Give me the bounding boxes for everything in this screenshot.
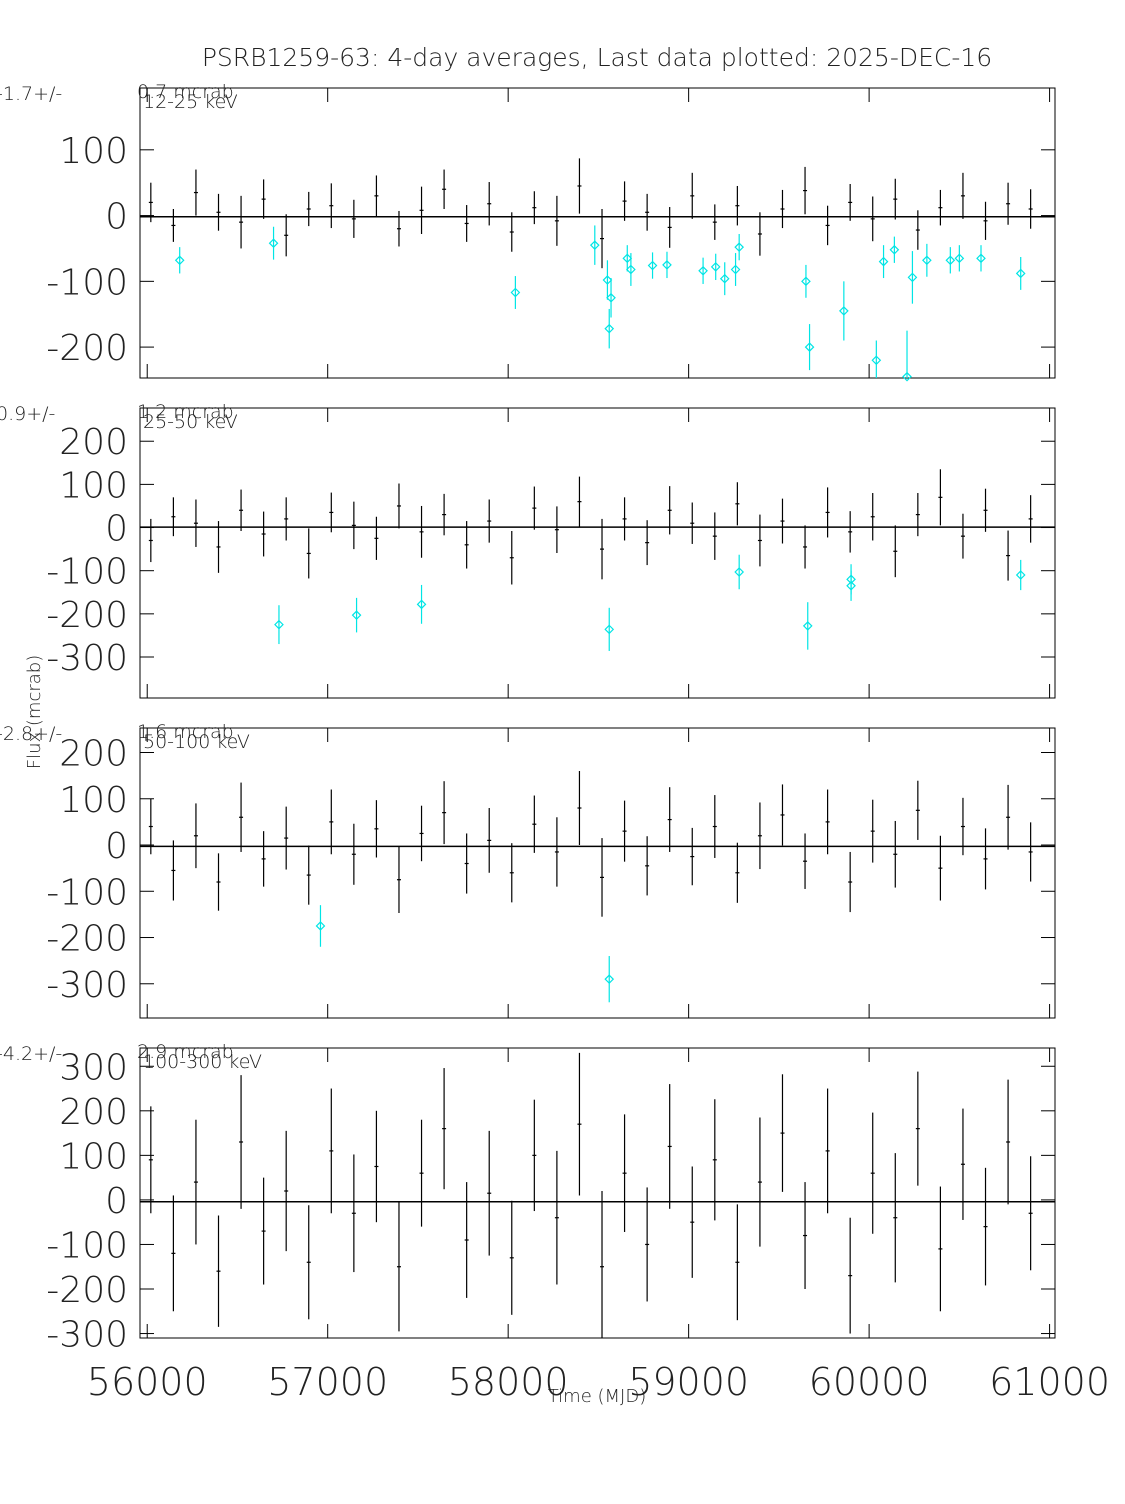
y-tick-label: -300: [46, 638, 128, 679]
y-tick-label: 0: [105, 1181, 128, 1222]
data-point: [907, 272, 918, 283]
x-tick-label: 56000: [87, 1360, 208, 1404]
x-axis-label: Time (MJD): [548, 1386, 647, 1407]
data-point: [871, 355, 882, 366]
y-tick-label: -200: [46, 595, 128, 636]
data-point: [734, 567, 745, 577]
data-point: [719, 273, 730, 284]
stat-label: -2.8+/-: [0, 723, 62, 745]
y-tick-label: -200: [46, 328, 128, 369]
y-tick-label: 0: [105, 826, 128, 867]
data-point: [976, 253, 986, 264]
y-tick-label: -100: [46, 1225, 128, 1266]
stat-label: -1.7+/-: [0, 83, 62, 105]
data-point: [801, 276, 811, 287]
stat-error-label: 1.2 mcrab: [137, 401, 234, 423]
band-label: 25-50 keV: [143, 411, 238, 433]
data-point: [954, 253, 965, 264]
y-tick-label: -300: [46, 1315, 128, 1356]
y-tick-label: 100: [59, 465, 128, 506]
data-point: [838, 306, 849, 316]
data-point: [602, 275, 613, 285]
x-tick-label: 59000: [628, 1360, 749, 1404]
data-point: [734, 242, 745, 252]
data-point: [804, 342, 815, 352]
band-label: 100-300 keV: [143, 1051, 262, 1073]
data-point: [606, 292, 616, 303]
band-label: 50-100 keV: [143, 731, 250, 753]
stat-label: 0.9+/-: [0, 403, 55, 425]
plot-frame: [139, 87, 1056, 379]
y-tick-label: -200: [46, 1270, 128, 1311]
y-tick-label: 0: [105, 197, 128, 238]
data-point: [802, 621, 813, 631]
x-tick-label: 60000: [809, 1360, 930, 1404]
y-tick-label: 200: [59, 422, 128, 463]
data-point: [1015, 268, 1026, 279]
y-tick-label: 100: [59, 1136, 128, 1177]
plot-frame: [139, 1047, 1056, 1339]
y-tick-label: 100: [59, 780, 128, 821]
data-point: [604, 624, 615, 635]
data-point: [315, 921, 326, 931]
data-point: [589, 240, 600, 251]
stat-error-label: 2.9 mcrab: [137, 1041, 234, 1063]
y-tick-label: 0: [105, 509, 128, 550]
data-point: [662, 260, 672, 270]
data-point: [604, 974, 615, 984]
y-tick-label: 200: [59, 734, 128, 775]
data-point: [274, 619, 284, 630]
y-tick-label: 100: [59, 131, 128, 172]
data-point: [604, 323, 615, 334]
x-tick-label: 61000: [989, 1360, 1110, 1404]
data-point: [889, 244, 900, 255]
y-tick-label: -300: [46, 965, 128, 1006]
y-tick-label: 200: [59, 1092, 128, 1133]
data-point: [945, 255, 956, 266]
stat-error-label: 0.7 mcrab: [137, 81, 234, 103]
data-point: [1015, 570, 1026, 580]
x-tick-label: 57000: [267, 1360, 388, 1404]
y-tick-label: 300: [59, 1047, 128, 1088]
band-label: 12-25 keV: [143, 91, 238, 113]
y-tick-label: -100: [46, 872, 128, 913]
data-point: [878, 256, 889, 267]
data-point: [416, 599, 427, 610]
stat-label: -4.2+/-: [0, 1043, 62, 1065]
data-point: [922, 255, 932, 266]
plot-frame: [139, 407, 1056, 699]
data-point: [510, 287, 521, 298]
x-tick-label: 58000: [448, 1360, 569, 1404]
data-point: [351, 610, 362, 620]
data-point: [710, 262, 721, 272]
data-point: [902, 371, 912, 382]
y-tick-label: -100: [46, 552, 128, 593]
data-point: [730, 264, 741, 275]
data-point: [698, 265, 708, 276]
y-axis-label: Flux (mcrab): [24, 655, 45, 769]
stat-error-label: 1.6 mcrab: [137, 721, 234, 743]
data-point: [174, 255, 185, 266]
data-point: [268, 238, 279, 249]
data-point: [626, 264, 636, 275]
y-tick-label: -200: [46, 919, 128, 960]
data-point: [647, 260, 658, 271]
data-point: [622, 253, 633, 264]
chart-title: PSRB1259-63: 4-day averages, Last data p…: [202, 43, 992, 72]
y-tick-label: -100: [46, 262, 128, 303]
data-point: [846, 580, 856, 591]
plot-frame: [139, 727, 1056, 1019]
